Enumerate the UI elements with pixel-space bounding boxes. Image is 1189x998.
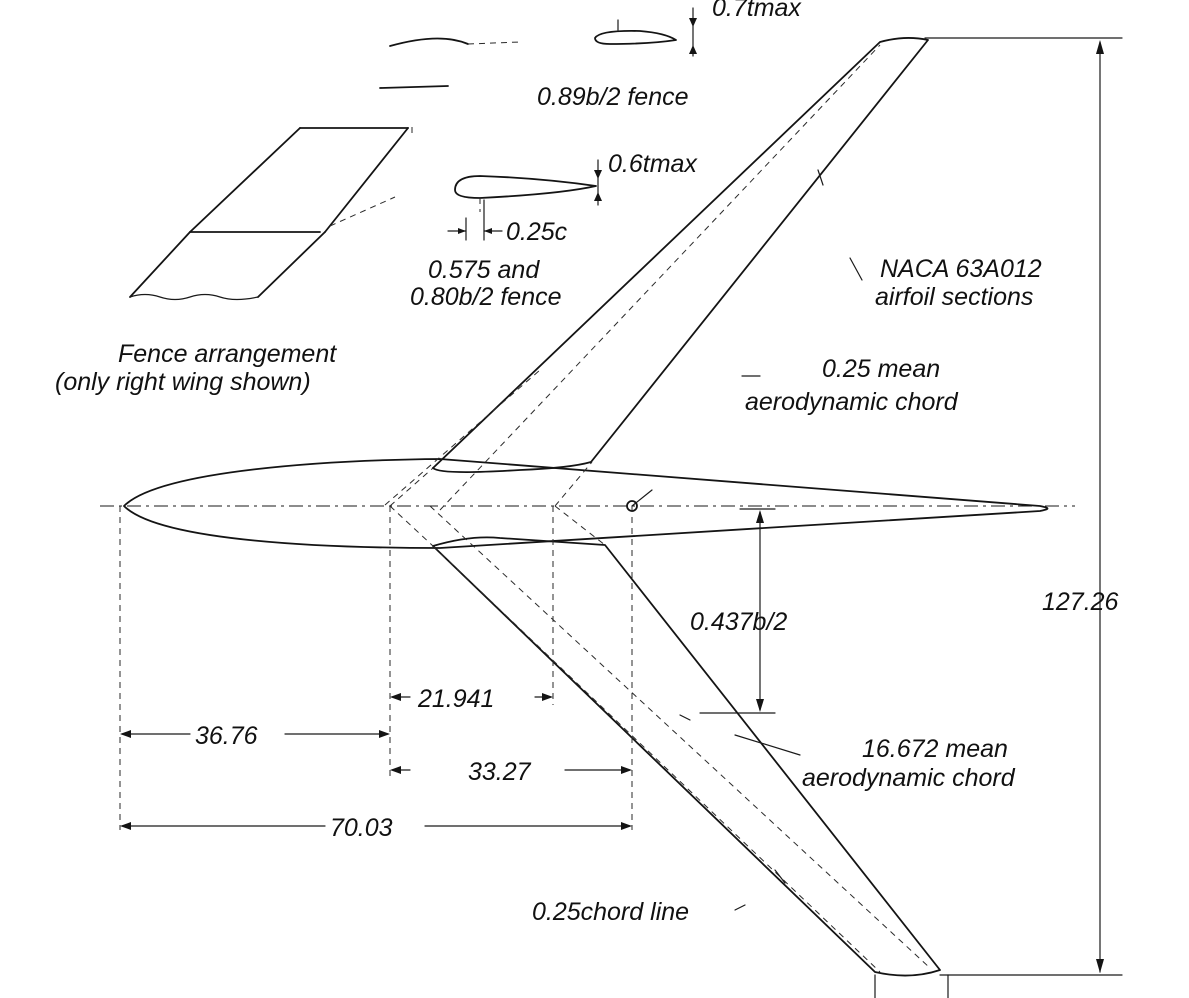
label-chord-line: 0.25chord line <box>532 898 689 926</box>
mac-point-marker <box>626 489 653 512</box>
fence-inset-sketch <box>129 37 521 301</box>
label-fence-025c: 0.25c <box>506 218 568 246</box>
label-fence-089: 0.89b/2 fence <box>537 83 689 111</box>
dimension-lines <box>119 37 1123 998</box>
label-dim-3327: 33.27 <box>468 758 532 786</box>
fence-089-section <box>594 7 697 57</box>
label-airfoil-line2: airfoil sections <box>875 283 1033 311</box>
label-fence-0575-line1: 0.575 and <box>428 256 540 284</box>
label-fence-089-thickness: 0.7tmax <box>712 0 802 22</box>
label-mac-length-line2: aerodynamic chord <box>802 764 1016 792</box>
label-span-dimension: 127.26 <box>1042 588 1119 616</box>
fuselage <box>100 458 1075 549</box>
label-mac-length-line1: 16.672 mean <box>862 735 1008 763</box>
label-mac-line2: aerodynamic chord <box>745 388 959 416</box>
diagram-labels: 0.7tmax 0.89b/2 fence 0.6tmax 0.25c 0.57… <box>55 0 1119 926</box>
label-airfoil-line1: NACA 63A012 <box>880 255 1042 283</box>
label-dim-21941: 21.941 <box>417 685 494 713</box>
right-wing <box>384 37 929 511</box>
left-wing <box>389 461 941 977</box>
fence-0575-section <box>447 159 602 241</box>
label-mac-line1: 0.25 mean <box>822 355 940 383</box>
label-dim-7003: 70.03 <box>330 814 393 842</box>
label-spanwise-mac: 0.437b/2 <box>690 608 787 636</box>
label-fence-arrangement-line1: Fence arrangement <box>118 340 337 368</box>
label-dim-3676: 36.76 <box>195 722 258 750</box>
label-fence-0575-line2: 0.80b/2 fence <box>410 283 562 311</box>
label-fence-06-thickness: 0.6tmax <box>608 150 698 178</box>
label-fence-arrangement-line2: (only right wing shown) <box>55 368 311 396</box>
